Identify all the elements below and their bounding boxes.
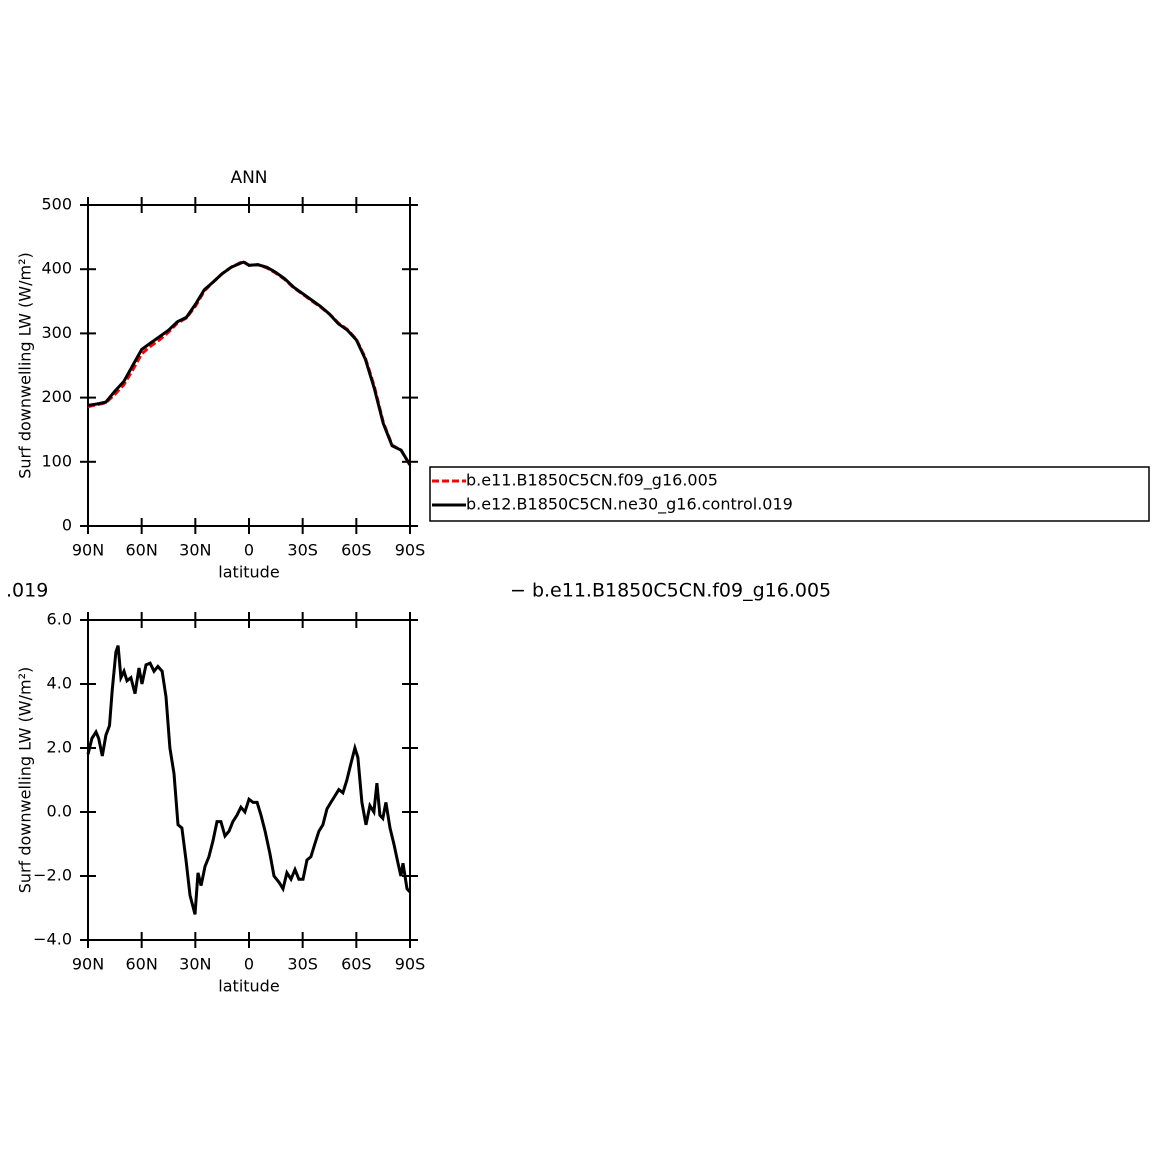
x-tick-label: 30S <box>287 955 318 974</box>
y-tick-label: 6.0 <box>47 610 72 629</box>
legend-label: b.e12.B1850C5CN.ne30_g16.control.019 <box>466 495 793 515</box>
y-tick-label: 0 <box>62 516 72 535</box>
y-tick-label: 300 <box>41 323 72 342</box>
y-tick-label: −4.0 <box>33 930 72 949</box>
y-tick-label: 200 <box>41 387 72 406</box>
y-tick-label: −2.0 <box>33 866 72 885</box>
x-tick-label: 60S <box>341 955 372 974</box>
x-tick-label: 90N <box>72 541 104 560</box>
y-tick-label: 100 <box>41 451 72 470</box>
x-tick-label: 0 <box>244 541 254 560</box>
plot-frame <box>87 619 411 941</box>
x-axis-label: latitude <box>218 977 279 996</box>
x-tick-label: 90S <box>395 955 426 974</box>
y-axis-label: Surf downwelling LW (W/m²) <box>16 252 35 478</box>
x-tick-label: 90S <box>395 541 426 560</box>
y-tick-label: 4.0 <box>47 674 72 693</box>
legend-label: b.e11.B1850C5CN.f09_g16.005 <box>466 471 718 491</box>
y-tick-label: 400 <box>41 259 72 278</box>
x-tick-label: 30S <box>287 541 318 560</box>
x-tick-label: 60N <box>126 541 158 560</box>
legend-box <box>429 466 1150 522</box>
y-tick-label: 2.0 <box>47 738 72 757</box>
annotation: .019 <box>6 580 48 602</box>
series-line <box>87 259 412 466</box>
x-tick-label: 90N <box>72 955 104 974</box>
plot-frame <box>87 204 411 527</box>
y-tick-label: 500 <box>41 195 72 214</box>
x-tick-label: 30N <box>179 955 211 974</box>
x-tick-label: 0 <box>244 955 254 974</box>
x-tick-label: 60S <box>341 541 372 560</box>
y-axis-label: Surf downwelling LW (W/m²) <box>16 667 35 893</box>
annotation: − b.e11.B1850C5CN.f09_g16.005 <box>510 580 831 602</box>
y-tick-label: 0.0 <box>47 802 72 821</box>
series-line <box>87 260 412 466</box>
series-line <box>86 645 412 915</box>
x-tick-label: 30N <box>179 541 211 560</box>
x-axis-label: latitude <box>218 563 279 582</box>
x-tick-label: 60N <box>126 955 158 974</box>
chart-title: ANN <box>230 168 267 188</box>
